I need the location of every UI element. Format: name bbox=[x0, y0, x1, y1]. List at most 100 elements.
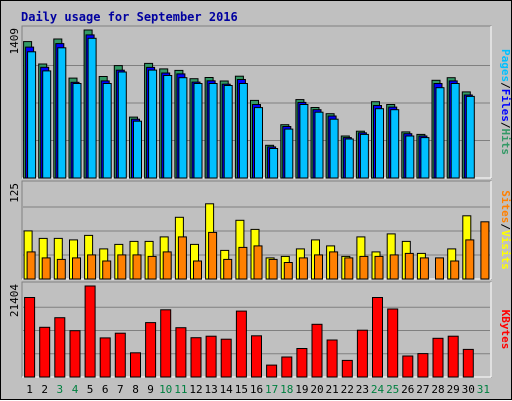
day-label-8: 8 bbox=[132, 383, 139, 396]
bar-pages-day-7 bbox=[117, 71, 127, 179]
bar-sites-day-4 bbox=[72, 257, 81, 280]
bar-sites-day-16 bbox=[253, 245, 263, 280]
day-label-6: 6 bbox=[102, 383, 109, 396]
bar-sites-day-31 bbox=[480, 221, 490, 280]
bar-sites-day-20 bbox=[314, 254, 323, 280]
day-label-5: 5 bbox=[87, 383, 94, 396]
bar-sites-day-26 bbox=[404, 252, 414, 280]
day-label-17: 17 bbox=[265, 383, 278, 396]
bar-pages-day-6 bbox=[102, 83, 112, 179]
bar-kbytes-day-15 bbox=[235, 310, 247, 378]
bar-pages-day-29 bbox=[450, 83, 460, 179]
bar-kbytes-day-14 bbox=[220, 338, 232, 378]
day-label-12: 12 bbox=[189, 383, 202, 396]
day-label-31: 31 bbox=[477, 383, 490, 396]
bar-kbytes-day-16 bbox=[251, 335, 262, 378]
bar-kbytes-day-18 bbox=[281, 356, 293, 378]
legend: Pages/Files/Hits bbox=[499, 49, 512, 155]
bar-kbytes-day-25 bbox=[387, 308, 399, 378]
bar-kbytes-day-2 bbox=[39, 326, 51, 378]
bar-sites-day-7 bbox=[117, 254, 127, 280]
day-label-4: 4 bbox=[72, 383, 79, 396]
bar-kbytes-day-8 bbox=[130, 352, 141, 378]
day-label-14: 14 bbox=[220, 383, 234, 396]
bar-kbytes-day-30 bbox=[462, 348, 474, 378]
bar-kbytes-day-26 bbox=[402, 355, 414, 378]
bar-kbytes-day-24 bbox=[372, 297, 383, 378]
bar-pages-day-14 bbox=[223, 85, 233, 179]
day-label-22: 22 bbox=[341, 383, 354, 396]
bar-kbytes-day-28 bbox=[432, 337, 444, 378]
bar-kbytes-day-12 bbox=[190, 337, 202, 378]
series-kbytes bbox=[24, 285, 474, 378]
bar-sites-day-14 bbox=[223, 258, 233, 280]
bar-pages-day-25 bbox=[390, 109, 400, 179]
bar-sites-day-27 bbox=[419, 257, 429, 280]
series-sites bbox=[26, 221, 490, 280]
bar-kbytes-day-21 bbox=[326, 339, 338, 378]
legend-entry-0: Pages bbox=[499, 49, 512, 82]
bar-kbytes-day-3 bbox=[54, 317, 66, 378]
day-label-15: 15 bbox=[235, 383, 248, 396]
day-label-20: 20 bbox=[310, 383, 323, 396]
bar-pages-day-13 bbox=[208, 83, 218, 179]
bar-sites-day-1 bbox=[26, 251, 36, 280]
day-label-21: 21 bbox=[325, 383, 338, 396]
bar-kbytes-day-19 bbox=[296, 348, 308, 378]
ymax-label: 1409 bbox=[8, 28, 21, 55]
bar-sites-day-29 bbox=[450, 260, 460, 280]
bar-sites-day-15 bbox=[238, 246, 248, 280]
bar-sites-day-8 bbox=[132, 254, 142, 280]
bar-sites-day-18 bbox=[283, 262, 293, 280]
bar-pages-day-4 bbox=[72, 83, 82, 179]
bar-kbytes-day-4 bbox=[69, 330, 81, 378]
bar-pages-day-17 bbox=[269, 148, 279, 179]
bar-pages-day-2 bbox=[42, 70, 52, 179]
legend-entry-0: KBytes bbox=[499, 310, 512, 350]
bar-pages-day-26 bbox=[405, 135, 415, 179]
day-label-29: 29 bbox=[447, 383, 460, 396]
bar-sites-day-30 bbox=[465, 239, 475, 280]
day-label-16: 16 bbox=[250, 383, 263, 396]
bar-pages-day-10 bbox=[163, 75, 173, 179]
day-label-10: 10 bbox=[159, 383, 172, 396]
day-label-2: 2 bbox=[41, 383, 48, 396]
legend-entry-2: Files bbox=[499, 89, 512, 122]
bar-kbytes-day-1 bbox=[24, 297, 36, 378]
bar-sites-day-19 bbox=[298, 257, 308, 280]
bar-kbytes-day-11 bbox=[175, 327, 187, 378]
day-label-26: 26 bbox=[401, 383, 414, 396]
day-label-24: 24 bbox=[371, 383, 385, 396]
bar-pages-day-19 bbox=[299, 104, 309, 179]
bar-pages-day-3 bbox=[57, 47, 67, 179]
bar-kbytes-day-9 bbox=[145, 322, 157, 378]
panel-2: 125 Sites/Visits bbox=[8, 180, 512, 280]
legend-entry-4: Hits bbox=[499, 129, 512, 156]
panel-1: 1409 Pages/Files/Hits bbox=[8, 25, 512, 179]
day-label-28: 28 bbox=[431, 383, 444, 396]
bar-sites-day-6 bbox=[102, 260, 112, 280]
bar-pages-day-12 bbox=[193, 83, 203, 179]
bar-kbytes-day-6 bbox=[99, 337, 111, 378]
ymax-label: 21404 bbox=[8, 284, 21, 317]
bar-pages-day-23 bbox=[359, 133, 369, 179]
day-label-7: 7 bbox=[117, 383, 124, 396]
bar-sites-day-25 bbox=[389, 254, 399, 280]
day-label-11: 11 bbox=[174, 383, 187, 396]
bar-pages-day-21 bbox=[329, 118, 339, 179]
bar-sites-day-3 bbox=[56, 258, 66, 280]
bar-pages-day-20 bbox=[314, 111, 324, 179]
bar-kbytes-day-7 bbox=[114, 332, 126, 378]
ymax-label: 125 bbox=[8, 183, 21, 203]
bar-kbytes-day-23 bbox=[356, 329, 368, 378]
day-label-13: 13 bbox=[204, 383, 217, 396]
bar-sites-day-23 bbox=[359, 255, 369, 280]
day-label-30: 30 bbox=[462, 383, 475, 396]
bar-kbytes-day-17 bbox=[266, 364, 278, 378]
bar-sites-day-28 bbox=[435, 257, 444, 280]
bar-pages-day-11 bbox=[178, 77, 188, 179]
panel-3: 21404 KBytes bbox=[8, 281, 512, 378]
bar-sites-day-22 bbox=[344, 257, 354, 280]
